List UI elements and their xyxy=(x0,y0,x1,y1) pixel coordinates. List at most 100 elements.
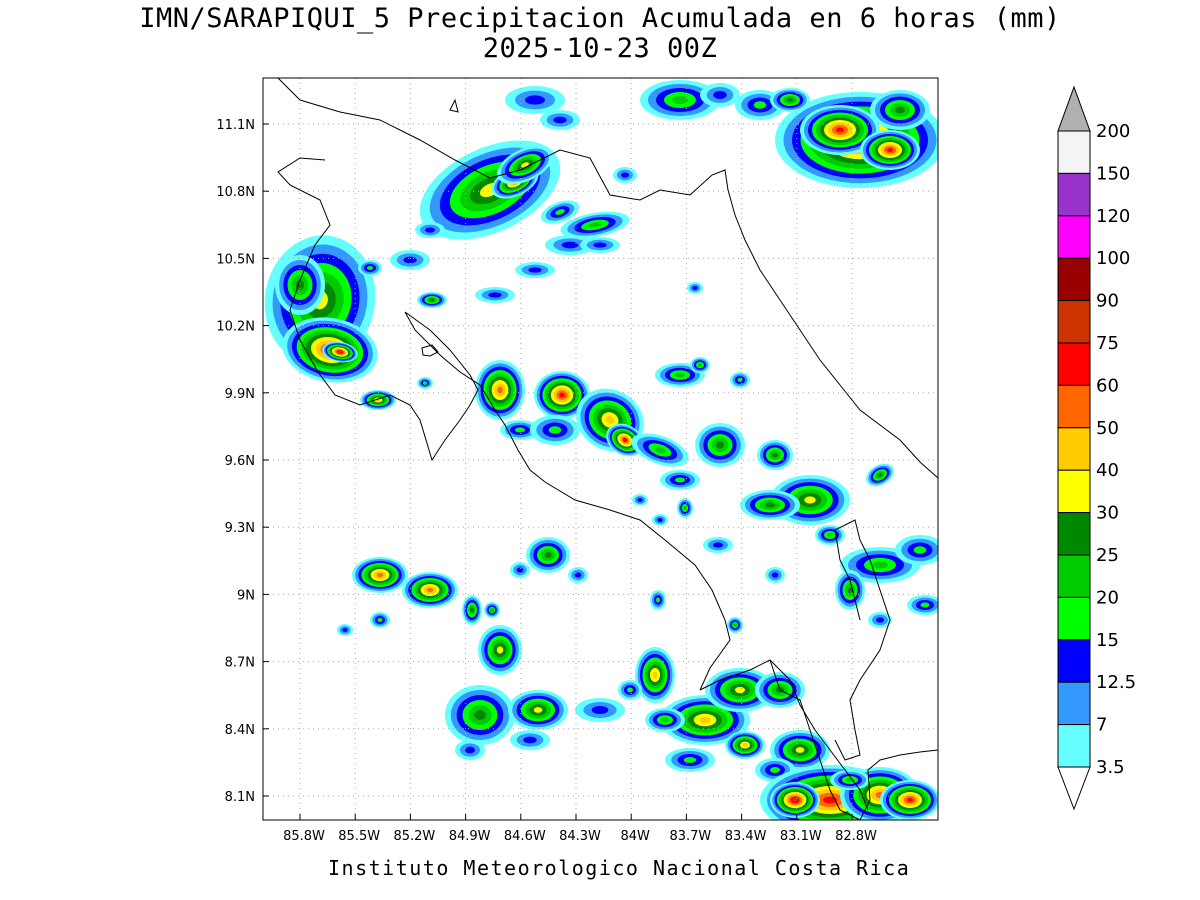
legend-label: 3.5 xyxy=(1096,757,1125,778)
precip-contour xyxy=(887,148,893,152)
precip-contour xyxy=(553,116,567,124)
legend-label: 12.5 xyxy=(1096,672,1136,693)
precip-contour xyxy=(555,209,565,215)
precip-contour xyxy=(698,363,702,367)
legend-label: 7 xyxy=(1096,715,1107,736)
lake-outline xyxy=(421,344,439,357)
y-axis: 11.1N 10.8N 10.5N 10.2N 9.9N 9.6N 9.3N 9N 8.7N 8.… xyxy=(216,118,269,805)
y-tick-label: 9.3N xyxy=(225,521,255,536)
precip-contour xyxy=(876,617,884,623)
precip-contour xyxy=(713,542,723,548)
legend-color-box xyxy=(1057,384,1091,429)
legend-label: 100 xyxy=(1096,248,1130,269)
precip-contour xyxy=(588,222,602,228)
precip-contour xyxy=(715,441,725,449)
precip-contour xyxy=(367,266,373,270)
precip-contour xyxy=(605,416,615,424)
legend-overflow-triangle xyxy=(1057,85,1091,132)
precip-contour xyxy=(895,106,905,114)
precip-contour xyxy=(692,286,698,290)
legend-color-bar xyxy=(1057,85,1091,811)
legend-color-box xyxy=(1057,596,1091,641)
precip-contour xyxy=(338,350,342,354)
precip-contour xyxy=(652,671,658,679)
precip-contour xyxy=(544,552,552,558)
precip-contour xyxy=(772,452,778,458)
x-tick-label: 85.5W xyxy=(338,829,380,844)
island-outline xyxy=(449,98,459,113)
legend-color-box xyxy=(1057,257,1091,302)
precip-contour xyxy=(561,241,579,249)
precip-contour xyxy=(792,798,798,802)
precip-contour xyxy=(804,496,816,504)
x-tick-label: 83.4W xyxy=(725,829,767,844)
precip-contour xyxy=(425,227,435,233)
precip-contour xyxy=(515,427,525,433)
precip-contour xyxy=(913,546,927,554)
legend-color-box xyxy=(1057,681,1091,726)
precip-contour xyxy=(426,588,434,592)
legend-label: 50 xyxy=(1096,418,1119,439)
precip-contour xyxy=(733,623,737,627)
x-tick-label: 85.2W xyxy=(393,829,435,844)
y-tick-label: 9.6N xyxy=(225,454,255,469)
precip-contour xyxy=(771,572,779,578)
precip-contour xyxy=(516,567,524,573)
precip-contour xyxy=(376,573,384,577)
x-tick-label: 84.6W xyxy=(504,829,546,844)
precip-contour xyxy=(627,687,633,693)
precip-contour xyxy=(591,706,609,714)
precip-contour xyxy=(528,267,542,273)
precip-contour xyxy=(836,127,844,133)
legend-label: 30 xyxy=(1096,503,1119,524)
precip-contour xyxy=(675,477,685,483)
map-datetime: 2025-10-23 00Z xyxy=(482,33,718,64)
legend-label: 25 xyxy=(1096,545,1119,566)
footer-credit: Instituto Meteorologico Nacional Costa R… xyxy=(328,856,911,880)
y-tick-label: 8.7N xyxy=(225,656,255,671)
legend-color-box xyxy=(1057,639,1091,683)
precip-contour xyxy=(795,747,805,753)
y-tick-label: 11.1N xyxy=(216,118,255,133)
legend-label: 15 xyxy=(1096,630,1119,651)
legend-color-box xyxy=(1057,427,1091,471)
legend-label: 90 xyxy=(1096,291,1119,312)
precip-contour xyxy=(497,386,503,394)
precip-contour xyxy=(699,716,711,724)
precip-contour xyxy=(920,602,930,608)
legend-label: 75 xyxy=(1096,333,1119,354)
precip-contour xyxy=(533,707,543,713)
precip-contour xyxy=(770,767,780,773)
precip-contour xyxy=(753,101,767,109)
legend-label: 40 xyxy=(1096,460,1119,481)
y-tick-label: 8.1N xyxy=(225,790,255,805)
precip-contour xyxy=(786,98,794,102)
coastline-north xyxy=(277,78,938,479)
y-tick-label: 10.2N xyxy=(216,320,255,335)
precip-contour xyxy=(657,518,663,522)
coastline-osa xyxy=(699,659,869,811)
map-frame xyxy=(262,77,939,821)
y-tick-label: 10.8N xyxy=(216,185,255,200)
precip-contour xyxy=(593,242,607,248)
precip-contour xyxy=(683,757,697,763)
legend-color-box xyxy=(1057,342,1091,386)
precip-contour xyxy=(377,618,383,622)
precip-contour xyxy=(470,607,474,613)
y-tick-label: 8.4N xyxy=(225,723,255,738)
legend-color-box xyxy=(1057,724,1091,768)
precip-contour xyxy=(654,446,666,454)
precip-contour xyxy=(488,292,502,298)
precip-contour xyxy=(713,91,727,99)
precip-contour xyxy=(490,608,494,612)
legend-color-box xyxy=(1057,512,1091,556)
precip-contour xyxy=(907,798,913,802)
legend-labels: 3.5 7 12.5 15 20 25 30 40 50 60 75 90 100 120 150 200 xyxy=(1096,121,1136,778)
precip-contour xyxy=(872,561,888,569)
map-title: IMN/SARAPIQUI_5 Precipitacion Acumulada … xyxy=(139,3,1061,34)
precip-contour xyxy=(765,502,775,508)
legend-color-box xyxy=(1057,300,1091,344)
precip-contour xyxy=(342,628,348,632)
precip-contour xyxy=(623,438,627,442)
